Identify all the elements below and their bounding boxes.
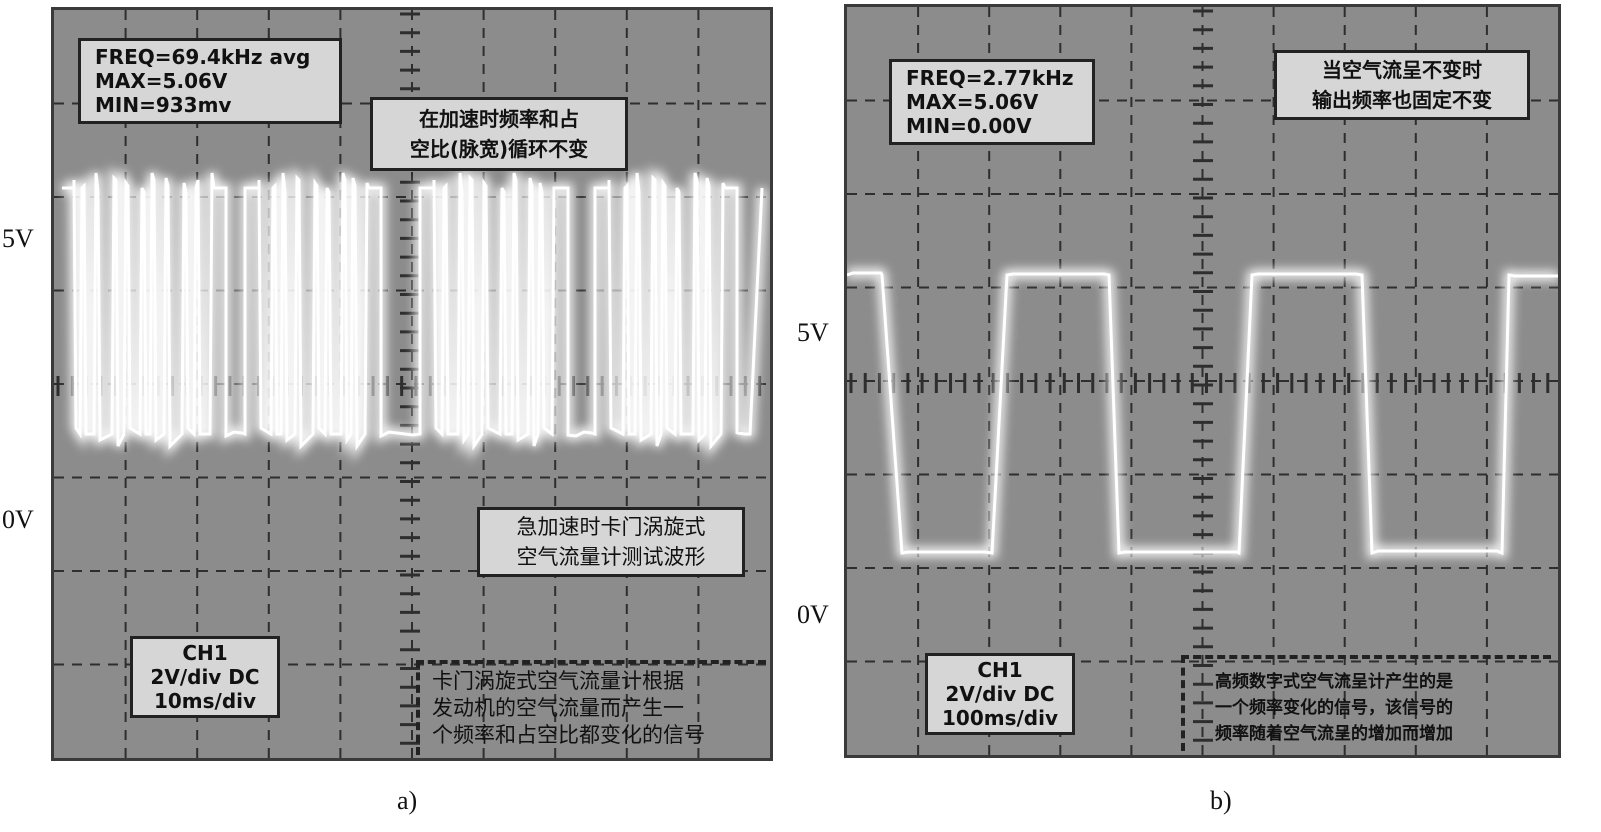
note-line: 急加速时卡门涡旋式 (516, 515, 706, 539)
note-line: 空比(脉宽)循环不变 (409, 137, 589, 161)
note-line: 频率随着空气流呈的增加而增加 (1215, 724, 1453, 744)
note-border (1181, 655, 1551, 659)
oscilloscope-screen-b: FREQ=2.77kHz MAX=5.06V MIN=0.00V 当空气流呈不变… (844, 4, 1561, 758)
label-5v-a: 5V (2, 224, 34, 253)
note-line: 个频率和占空比都变化的信号 (432, 723, 705, 747)
waveform-trace (62, 172, 764, 451)
note-bottom-a: 卡门涡旋式空气流量计根据 发动机的空气流量而产生一 个频率和占空比都变化的信号 (432, 668, 705, 749)
caption-b: b) (1210, 786, 1232, 815)
label-0v-b: 0V (797, 600, 829, 629)
note-border (416, 660, 420, 755)
note-line: 当空气流呈不变时 (1322, 58, 1482, 82)
time-per-div: 10ms/div (153, 689, 257, 713)
label-5v-b: 5V (797, 318, 829, 347)
readout-max: MAX=5.06V (906, 90, 1039, 114)
note-border (416, 660, 766, 664)
note-bottom-b: 高频数字式空气流呈计产生的是 一个频率变化的信号，该信号的 频率随着空气流呈的增… (1215, 669, 1453, 747)
readout-min: MIN=0.00V (906, 114, 1032, 138)
channel-settings-b: CH1 2V/div DC 100ms/div (925, 653, 1075, 735)
measurement-readout-b: FREQ=2.77kHz MAX=5.06V MIN=0.00V (889, 59, 1095, 145)
time-per-div: 100ms/div (941, 706, 1058, 730)
note-line: 一个频率变化的信号，该信号的 (1215, 698, 1453, 718)
volts-per-div: 2V/div DC (150, 665, 260, 689)
note-line: 卡门涡旋式空气流量计根据 (432, 669, 684, 693)
note-line: 输出频率也固定不变 (1312, 88, 1492, 112)
waveform-trace (847, 271, 1558, 556)
measurement-readout-a: FREQ=69.4kHz avg MAX=5.06V MIN=933mv (78, 38, 342, 124)
volts-per-div: 2V/div DC (945, 682, 1055, 706)
readout-min: MIN=933mv (95, 93, 232, 117)
note-top-b: 当空气流呈不变时 输出频率也固定不变 (1274, 50, 1530, 120)
note-line: 在加速时频率和占 (419, 107, 579, 131)
note-middle-a: 急加速时卡门涡旋式 空气流量计测试波形 (477, 507, 745, 577)
readout-max: MAX=5.06V (95, 69, 228, 93)
readout-freq: FREQ=2.77kHz (906, 66, 1074, 90)
readout-freq: FREQ=69.4kHz avg (95, 45, 311, 69)
channel-settings-a: CH1 2V/div DC 10ms/div (130, 636, 280, 718)
note-line: 空气流量计测试波形 (516, 545, 706, 569)
channel-name: CH1 (977, 658, 1023, 682)
note-border (1181, 655, 1185, 751)
waveform-plot-b (847, 7, 1558, 755)
waveform-plot-a (54, 10, 770, 758)
note-line: 高频数字式空气流呈计产生的是 (1215, 672, 1453, 692)
note-line: 发动机的空气流量而产生一 (432, 696, 684, 720)
channel-name: CH1 (182, 641, 228, 665)
label-0v-a: 0V (2, 505, 34, 534)
oscilloscope-screen-a: FREQ=69.4kHz avg MAX=5.06V MIN=933mv 在加速… (51, 7, 773, 761)
caption-a: a) (397, 786, 418, 815)
note-top-a: 在加速时频率和占 空比(脉宽)循环不变 (370, 97, 628, 171)
